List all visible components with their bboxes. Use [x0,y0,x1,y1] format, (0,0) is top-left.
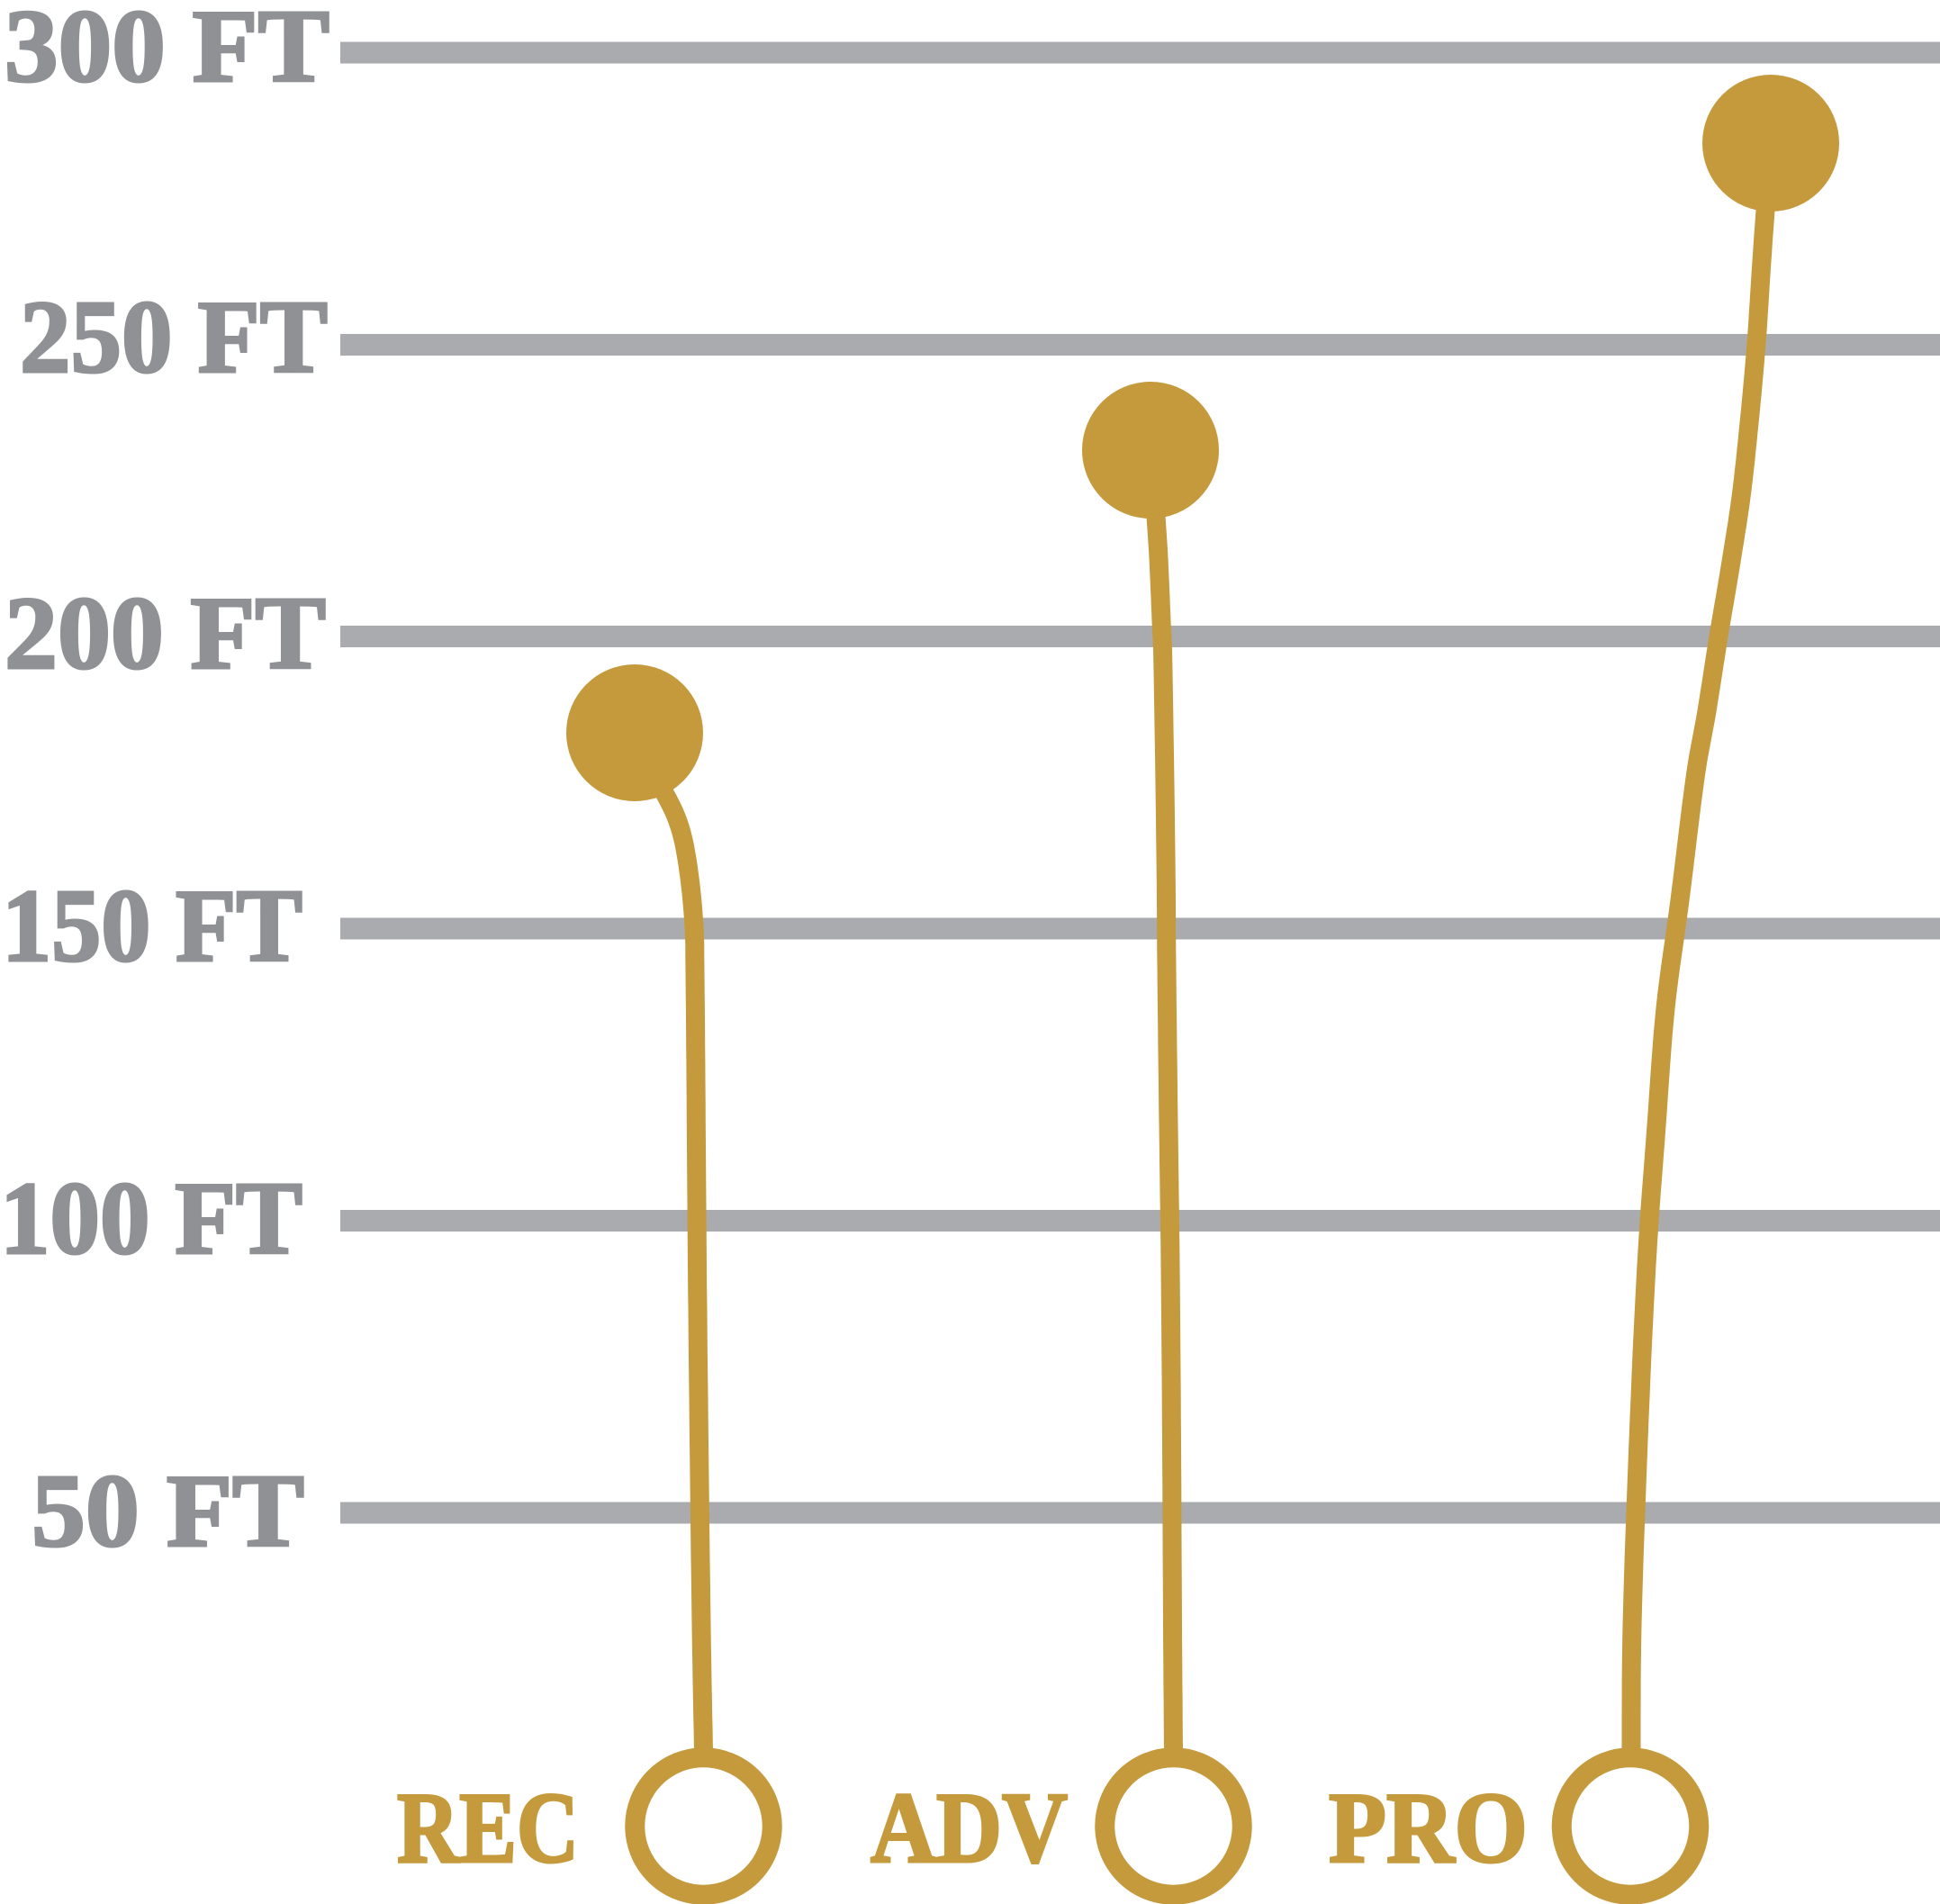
svg-text:250 FT: 250 FT [20,280,328,395]
svg-text:100 FT: 100 FT [0,1161,302,1277]
svg-text:PRO: PRO [1329,1773,1528,1884]
svg-text:300 FT: 300 FT [5,0,329,104]
svg-text:ADV: ADV [871,1773,1068,1884]
svg-text:150 FT: 150 FT [2,869,302,984]
svg-text:200 FT: 200 FT [5,576,326,691]
svg-text:REC: REC [397,1773,579,1884]
svg-text:50 FT: 50 FT [32,1454,304,1569]
